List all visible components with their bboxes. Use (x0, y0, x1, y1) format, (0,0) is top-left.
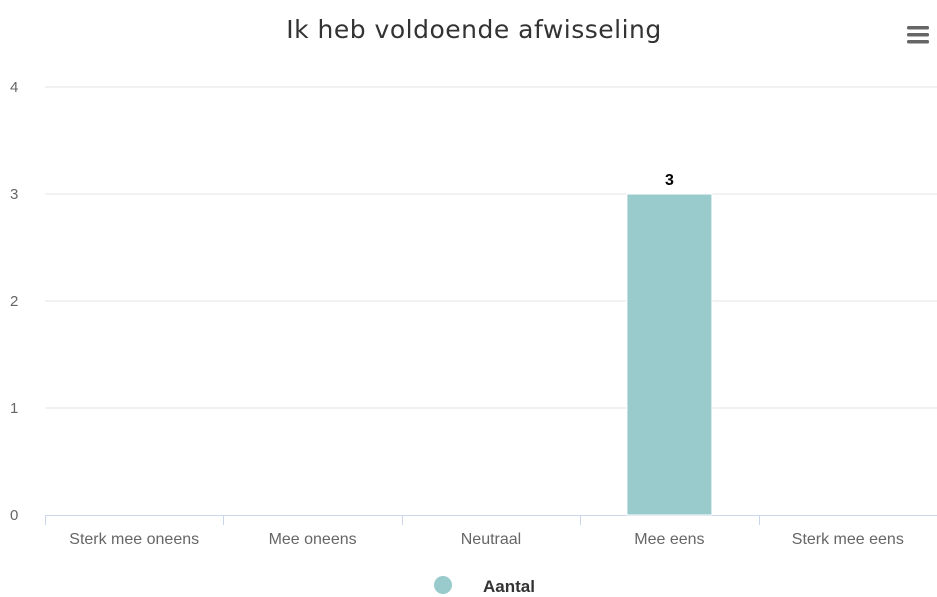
bars (626, 193, 713, 516)
gridlines (45, 86, 937, 409)
x-category-label: Mee oneens (269, 531, 357, 548)
x-category-label: Sterk mee eens (792, 531, 904, 548)
x-category-label: Mee eens (634, 531, 704, 548)
bar-mee-eens[interactable] (626, 193, 713, 516)
y-tick-label: 0 (10, 507, 18, 524)
y-tick-label: 4 (10, 79, 18, 96)
chart-menu-button[interactable] (902, 21, 934, 49)
y-tick-label: 1 (10, 400, 18, 417)
data-label: 3 (665, 172, 674, 189)
y-tick-label: 3 (10, 186, 18, 203)
y-axis-ticks: 0 1 2 3 4 (10, 79, 18, 524)
x-axis (45, 515, 937, 525)
x-category-label: Sterk mee oneens (69, 531, 199, 548)
legend[interactable]: Aantal (434, 576, 535, 596)
legend-item-label[interactable]: Aantal (483, 577, 535, 596)
data-labels: 3 (665, 172, 674, 189)
legend-marker[interactable] (434, 576, 452, 594)
chart-title: Ik heb voldoende afwisseling (286, 15, 662, 44)
x-category-label: Neutraal (461, 531, 521, 548)
x-axis-categories: Sterk mee oneens Mee oneens Neutraal Mee ee… (69, 531, 904, 548)
y-tick-label: 2 (10, 293, 18, 310)
hamburger-menu-icon[interactable] (907, 26, 929, 44)
